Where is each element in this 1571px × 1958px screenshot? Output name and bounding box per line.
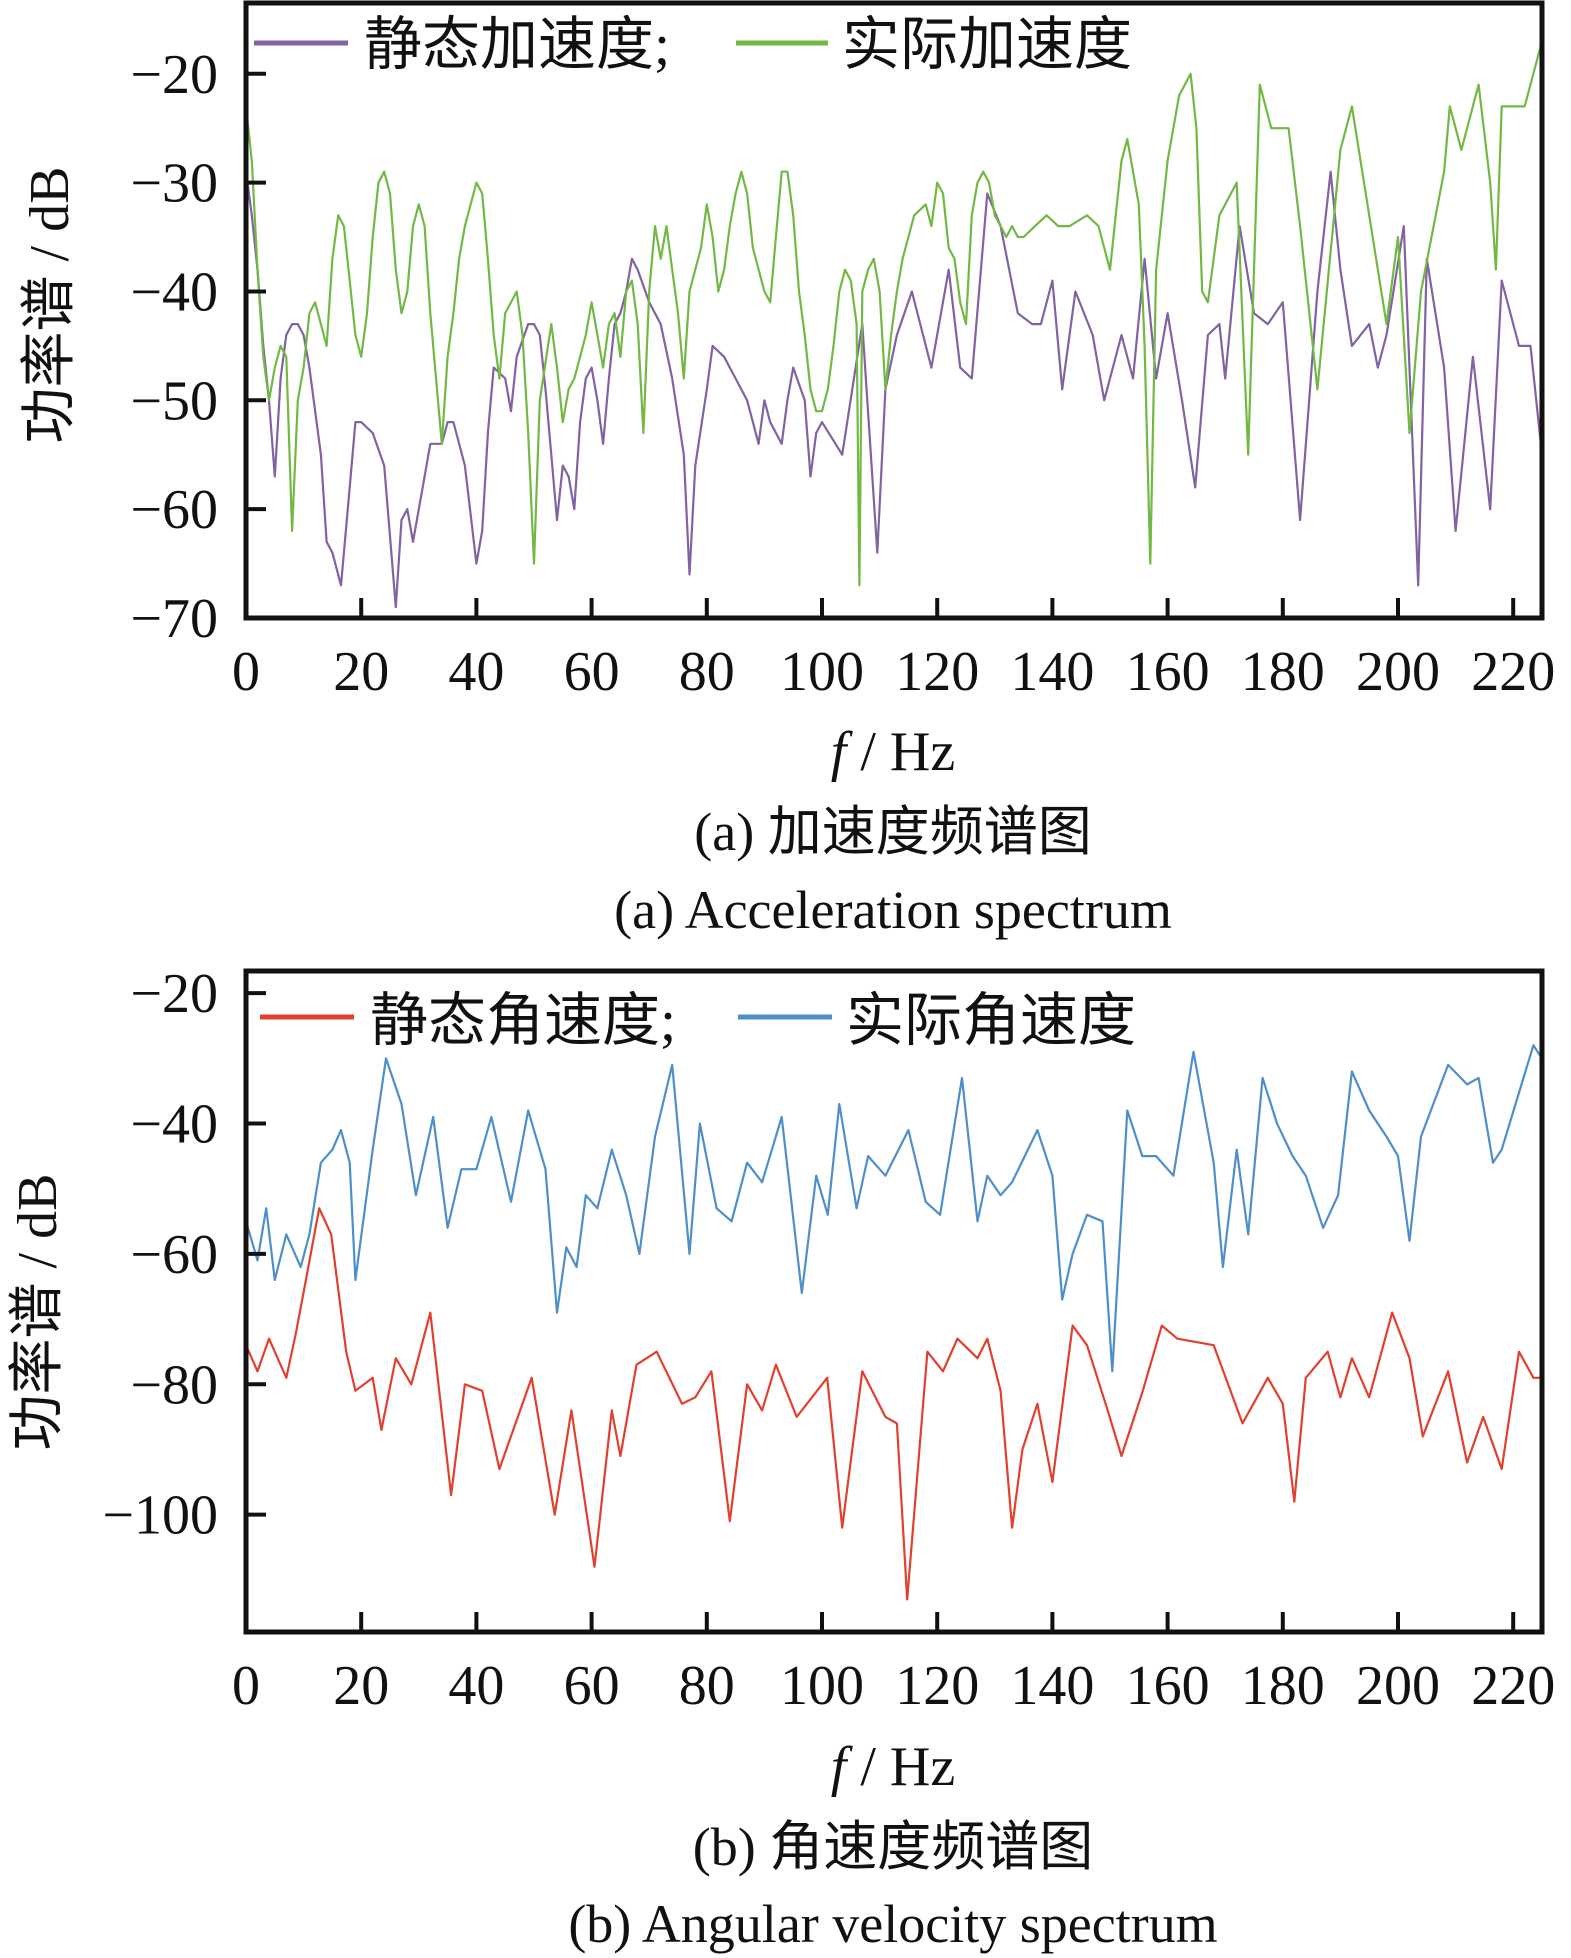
legend-acceleration: 静态加速度; 实际加速度 — [254, 12, 1132, 77]
caption-cn-angular-velocity: (b) 角速度频谱图 — [693, 1817, 1093, 1877]
y-tick-label: −20 — [130, 44, 218, 106]
x-tick-label: 60 — [564, 641, 620, 703]
series-line-actual-acceleration — [244, 40, 1544, 587]
legend-label-static-angular: 静态角速度; — [370, 988, 676, 1053]
x-tick-label: 120 — [895, 1655, 979, 1717]
x-tick-label: 80 — [679, 1655, 735, 1717]
x-tick-label: 0 — [232, 1655, 260, 1717]
y-tick-label: −100 — [102, 1485, 218, 1547]
x-tick-label: 180 — [1241, 641, 1325, 703]
ticks-angular-velocity: 0 20 40 60 80 100 120 140 160 180 200 220 −20 −40 −60 −… — [102, 963, 1555, 1717]
x-tick-label: 220 — [1471, 641, 1555, 703]
x-axis-label-acceleration: f / Hz — [831, 721, 955, 783]
y-tick-label: −70 — [130, 588, 218, 650]
y-tick-label: −80 — [130, 1354, 218, 1416]
y-axis-label-angular-velocity: 功率谱 / dB — [7, 1174, 69, 1451]
panel-acceleration: 0 20 40 60 80 100 120 140 160 180 200 220 −20 −30 −40 −… — [19, 0, 1555, 940]
x-tick-label: 60 — [564, 1655, 620, 1717]
x-tick-label: 20 — [333, 641, 389, 703]
caption-en-angular-velocity: (b) Angular velocity spectrum — [568, 1894, 1217, 1954]
plot-area-angular-velocity — [244, 1044, 1543, 1601]
x-tick-label: 140 — [1010, 641, 1094, 703]
x-tick-label: 140 — [1010, 1655, 1094, 1717]
x-tick-label: 200 — [1356, 641, 1440, 703]
legend-label-actual-angular: 实际角速度 — [846, 988, 1136, 1053]
legend-label-actual-acceleration: 实际加速度 — [842, 12, 1132, 77]
x-tick-label: 0 — [232, 641, 260, 703]
y-tick-label: −50 — [130, 370, 218, 432]
x-tick-label: 180 — [1241, 1655, 1325, 1717]
axes-frame-angular-velocity — [243, 968, 1545, 1635]
ticks-acceleration: 0 20 40 60 80 100 120 140 160 180 200 220 −20 −30 −40 −… — [130, 44, 1555, 703]
x-tick-label: 100 — [780, 1655, 864, 1717]
panel-angular-velocity: 0 20 40 60 80 100 120 140 160 180 200 220 −20 −40 −60 −… — [7, 963, 1555, 1954]
plot-area-acceleration — [244, 40, 1544, 609]
x-tick-label: 160 — [1126, 1655, 1210, 1717]
caption-en-acceleration: (a) Acceleration spectrum — [614, 880, 1172, 940]
series-line-actual-angular-velocity — [244, 1044, 1543, 1373]
x-tick-label: 100 — [780, 641, 864, 703]
x-tick-label: 40 — [448, 1655, 504, 1717]
x-tick-label: 20 — [333, 1655, 389, 1717]
legend-label-static-acceleration: 静态加速度; — [364, 12, 670, 77]
x-tick-label: 120 — [895, 641, 979, 703]
x-tick-label: 160 — [1126, 641, 1210, 703]
y-tick-label: −20 — [130, 963, 218, 1025]
y-axis-label-acceleration: 功率谱 / dB — [19, 167, 81, 444]
y-tick-label: −60 — [130, 479, 218, 541]
x-tick-label: 40 — [448, 641, 504, 703]
series-line-static-acceleration — [244, 170, 1544, 609]
legend-angular-velocity: 静态角速度; 实际角速度 — [260, 988, 1136, 1053]
y-tick-label: −30 — [130, 153, 218, 215]
caption-cn-acceleration: (a) 加速度频谱图 — [694, 802, 1091, 862]
y-tick-label: −40 — [130, 1094, 218, 1156]
y-tick-label: −60 — [130, 1224, 218, 1286]
y-tick-label: −40 — [130, 261, 218, 323]
axes-frame-acceleration — [243, 0, 1545, 621]
x-tick-label: 220 — [1471, 1655, 1555, 1717]
x-axis-label-angular-velocity: f / Hz — [831, 1736, 955, 1798]
series-line-static-angular-velocity — [244, 1207, 1542, 1601]
x-tick-label: 200 — [1356, 1655, 1440, 1717]
x-tick-label: 80 — [679, 641, 735, 703]
